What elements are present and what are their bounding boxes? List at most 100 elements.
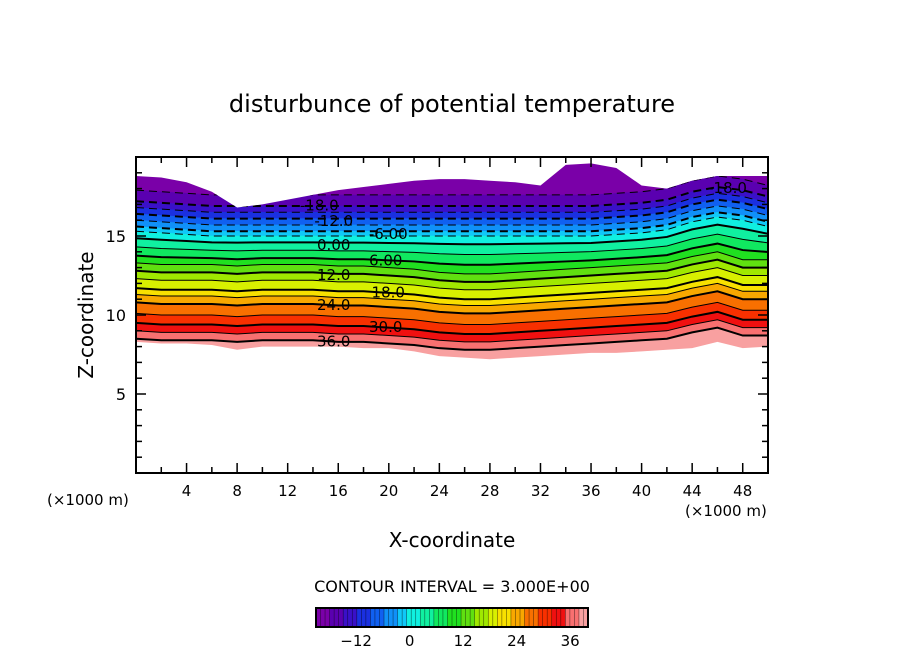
colorbar-swatch xyxy=(574,608,580,627)
colorbar-swatch xyxy=(379,608,385,627)
colorbar-swatch xyxy=(565,608,571,627)
colorbar-swatch xyxy=(547,608,553,627)
colorbar-swatch xyxy=(424,608,430,627)
colorbar-swatch xyxy=(406,608,412,627)
colorbar-tick-label: 36 xyxy=(561,632,580,650)
contour-line xyxy=(136,301,768,325)
colorbar-swatch xyxy=(347,608,353,627)
chart-title: disturbunce of potential temperature xyxy=(229,90,675,118)
colorbar-swatch xyxy=(488,608,494,627)
x-tick-label: 28 xyxy=(480,482,499,500)
colorbar-swatch xyxy=(338,608,344,627)
y-tick-labels: 5 10 15 xyxy=(106,227,126,404)
contour-line xyxy=(136,310,768,335)
colorbar-swatch xyxy=(501,608,507,627)
colorbar-swatch xyxy=(515,608,521,627)
colorbar-swatch xyxy=(420,608,426,627)
colorbar-swatch xyxy=(415,608,421,627)
x-unit-right: (×1000 m) xyxy=(685,502,767,520)
colorbar-swatch xyxy=(370,608,376,627)
contour-line xyxy=(136,211,768,233)
x-tick-label: 40 xyxy=(632,482,651,500)
colorbar-swatch xyxy=(438,608,444,627)
colorbar-swatch xyxy=(361,608,367,627)
colorbar-tick-label: 12 xyxy=(454,632,473,650)
colorbar-swatch xyxy=(402,608,407,627)
colorbar xyxy=(315,607,589,628)
colorbar-swatch xyxy=(365,608,371,627)
x-tick-label: 32 xyxy=(531,482,550,500)
colorbar-swatch xyxy=(429,608,435,627)
colorbar-swatch xyxy=(352,608,358,627)
colorbar-swatch xyxy=(388,608,394,627)
contour-line xyxy=(136,233,768,255)
colorbar-swatch xyxy=(334,608,339,627)
x-tick-label: 4 xyxy=(182,482,192,500)
colorbar-swatch xyxy=(506,608,512,627)
contour-label: -18.0 xyxy=(708,179,747,197)
contour-line xyxy=(136,258,768,283)
colorbar-swatch xyxy=(343,608,349,627)
colorbar-swatch xyxy=(520,608,525,627)
colorbar-swatch xyxy=(538,608,543,627)
x-tick-label: 20 xyxy=(379,482,398,500)
contour-line xyxy=(136,326,768,351)
contour-line xyxy=(136,198,768,220)
y-tick-label: 15 xyxy=(106,227,126,246)
contour-label: 12.0 xyxy=(317,266,350,284)
x-tick-label: 12 xyxy=(278,482,297,500)
colorbar-swatch xyxy=(510,608,516,627)
colorbar-swatch xyxy=(542,608,548,627)
x-tick-label: 8 xyxy=(232,482,242,500)
colorbar-swatch xyxy=(447,608,453,627)
colorbar-tick-label: 24 xyxy=(507,632,526,650)
y-tick-label: 5 xyxy=(116,385,126,404)
contour-line xyxy=(136,319,768,343)
contour-label: 0.00 xyxy=(317,236,350,254)
contour-labels: -18.0-12.0-6.000.006.0012.018.024.030.03… xyxy=(300,179,747,350)
x-tick-label: 36 xyxy=(581,482,600,500)
colorbar-swatch xyxy=(497,608,503,627)
colorbar-swatch xyxy=(374,608,380,627)
contour-label: 36.0 xyxy=(317,332,350,350)
contour-label: 30.0 xyxy=(369,318,402,336)
contour-line xyxy=(136,223,768,246)
colorbar-swatch xyxy=(583,608,589,627)
contour-label: -6.00 xyxy=(369,225,408,243)
contour-line xyxy=(136,267,768,291)
x-tick-label: 48 xyxy=(733,482,752,500)
colorbar-swatch xyxy=(479,608,485,627)
colorbar-swatch xyxy=(461,608,466,627)
colorbar-swatch xyxy=(442,608,448,627)
x-axis-label: X-coordinate xyxy=(389,528,516,552)
contour-line xyxy=(136,205,768,226)
colorbar-tick-labels: −12 0 12 24 36 xyxy=(340,632,579,650)
x-tick-label: 16 xyxy=(329,482,348,500)
y-axis-label: Z-coordinate xyxy=(74,251,98,378)
colorbar-swatch xyxy=(556,608,562,627)
x-tick-label: 44 xyxy=(683,482,702,500)
x-tick-label: 24 xyxy=(430,482,449,500)
colorbar-swatch xyxy=(474,608,480,627)
contour-interval: CONTOUR INTERVAL = 3.000E+00 xyxy=(314,577,590,596)
colorbar-swatch xyxy=(452,608,457,627)
colorbar-frame xyxy=(315,607,589,628)
colorbar-swatch xyxy=(393,608,398,627)
colorbar-swatch xyxy=(551,608,557,627)
colorbar-tick-label: 0 xyxy=(405,632,415,650)
colorbar-tick-label: −12 xyxy=(340,632,372,650)
colorbar-swatch xyxy=(320,608,326,627)
contour-label: 6.00 xyxy=(369,252,402,270)
colorbar-swatch xyxy=(533,608,539,627)
colorbar-swatch xyxy=(470,608,475,627)
colorbar-swatch xyxy=(316,608,321,627)
x-unit-left: (×1000 m) xyxy=(47,491,129,509)
colorbar-swatch xyxy=(465,608,471,627)
colorbar-swatch xyxy=(397,608,403,627)
contour-line xyxy=(136,192,768,213)
contour-line xyxy=(136,242,768,266)
colorbar-swatch xyxy=(569,608,575,627)
x-tick-labels: 4 8 12 16 20 24 28 32 36 40 44 48 xyxy=(182,482,752,500)
colorbar-swatch xyxy=(492,608,498,627)
